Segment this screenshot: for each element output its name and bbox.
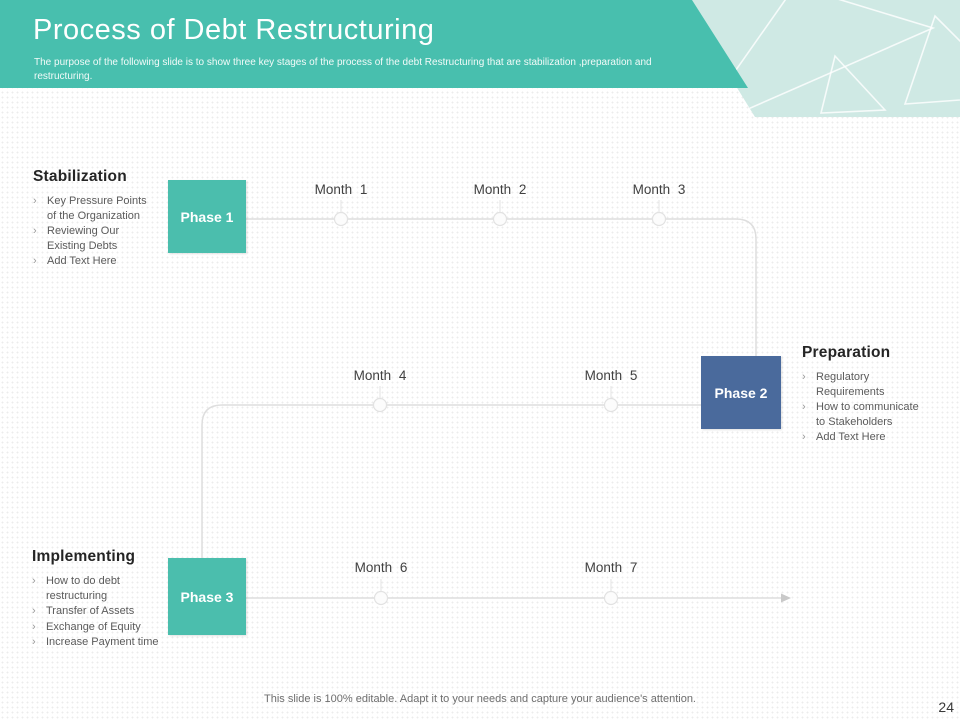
bullet-chevron-icon: ›: [32, 605, 36, 618]
bullet-chevron-icon: ›: [32, 575, 36, 587]
bullet-list: › Regulatory Requirements › How to commu…: [802, 370, 934, 445]
bullet-chevron-icon: ›: [32, 636, 36, 649]
bullet-text: Exchange of Equity: [46, 620, 141, 633]
section-heading: Preparation: [802, 344, 891, 361]
phase-1-label: Phase 1: [180, 208, 234, 225]
phase-1-box: Phase 1: [168, 180, 246, 253]
phase-2-box: Phase 2: [701, 356, 781, 429]
list-item: › Regulatory Requirements: [802, 370, 934, 399]
timeline-node: [492, 211, 508, 227]
list-item: › Reviewing Our Existing Debts: [33, 224, 161, 253]
list-item: › Increase Payment time: [32, 635, 168, 650]
month-2-label: Month 2: [473, 182, 527, 197]
section-preparation: Preparation › Regulatory Requirements › …: [802, 344, 934, 446]
section-heading: Stabilization: [33, 168, 127, 185]
bullet-list: › Key Pressure Points of the Organizatio…: [33, 194, 161, 269]
timeline-node: [603, 397, 619, 413]
page-subtitle: The purpose of the following slide is to…: [34, 57, 652, 82]
connector-row2: [201, 404, 701, 558]
month-5-label: Month 5: [584, 368, 638, 383]
phase-2-label: Phase 2: [714, 384, 768, 401]
bullet-text: Key Pressure Points of the Organization: [47, 195, 147, 222]
bullet-text: How to do debt restructuring: [46, 575, 120, 602]
month-7-label: Month 7: [584, 560, 638, 575]
month-6-label: Month 6: [354, 560, 408, 575]
bullet-chevron-icon: ›: [33, 225, 37, 238]
bullet-chevron-icon: ›: [33, 255, 37, 268]
timeline-node: [373, 590, 389, 606]
header-band: [0, 0, 748, 88]
section-stabilization: Stabilization › Key Pressure Points of t…: [33, 168, 161, 270]
timeline-node: [651, 211, 667, 227]
month-3-label: Month 3: [632, 182, 686, 197]
bullet-text: Transfer of Assets: [46, 605, 135, 618]
month-4-label: Month 4: [353, 368, 407, 383]
bullet-text: Increase Payment time: [46, 636, 159, 649]
bullet-chevron-icon: ›: [33, 195, 37, 207]
list-item: › Exchange of Equity: [32, 620, 168, 635]
list-item: › Key Pressure Points of the Organizatio…: [33, 194, 161, 223]
month-ticks: [340, 200, 660, 592]
bullet-chevron-icon: ›: [802, 371, 806, 383]
timeline-node: [603, 590, 619, 606]
bullet-text: How to communicate to Stakeholders: [816, 401, 919, 428]
timeline-nodes: [333, 211, 667, 606]
section-implementing: Implementing › How to do debt restructur…: [32, 548, 168, 651]
list-item: › How to do debt restructuring: [32, 574, 168, 603]
bullet-chevron-icon: ›: [802, 431, 806, 444]
bullet-chevron-icon: ›: [802, 401, 806, 414]
list-item: › Add Text Here: [33, 254, 161, 269]
footer-note: This slide is 100% editable. Adapt it to…: [264, 693, 696, 705]
phase-3-label: Phase 3: [180, 588, 234, 605]
bullet-text: Add Text Here: [47, 255, 117, 268]
phase-3-box: Phase 3: [168, 558, 246, 635]
bullet-list: › How to do debt restructuring › Transfe…: [32, 574, 168, 650]
bullet-text: Add Text Here: [816, 431, 886, 444]
connector-row1: [246, 218, 757, 356]
bullet-text: Regulatory Requirements: [816, 371, 885, 398]
month-1-label: Month 1: [314, 182, 368, 197]
timeline-node: [372, 397, 388, 413]
bullet-chevron-icon: ›: [32, 620, 36, 633]
list-item: › Add Text Here: [802, 430, 934, 445]
triangle-pattern-icon: [688, 0, 960, 117]
timeline-node: [333, 211, 349, 227]
page-title: Process of Debt Restructuring: [33, 14, 435, 46]
arrow-right-icon: [781, 593, 791, 603]
list-item: › How to communicate to Stakeholders: [802, 400, 934, 429]
section-heading: Implementing: [32, 548, 136, 565]
list-item: › Transfer of Assets: [32, 604, 168, 619]
bullet-text: Reviewing Our Existing Debts: [47, 225, 120, 252]
page-number: 24: [938, 699, 954, 715]
